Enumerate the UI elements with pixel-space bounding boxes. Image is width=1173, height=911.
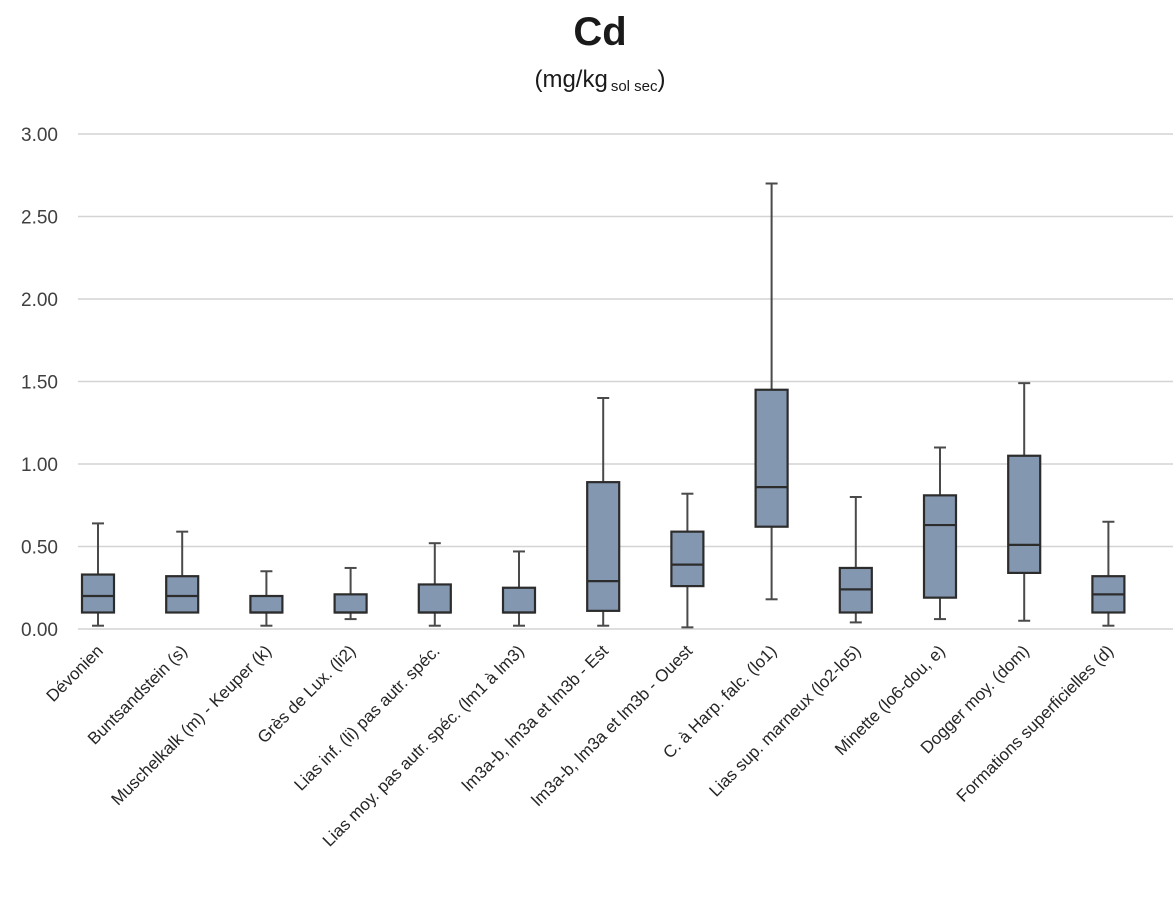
subtitle-close: ) (657, 66, 666, 93)
iqr-box (1007, 454, 1042, 575)
iqr-box (754, 388, 789, 528)
x-category-label: Dévonien (43, 641, 107, 705)
iqr-box (670, 530, 705, 588)
y-tick-label: 1.50 (21, 373, 58, 394)
box-group (165, 530, 200, 614)
y-tick-label: 2.00 (21, 290, 58, 311)
box-group (80, 522, 116, 627)
y-tick-label: 0.50 (21, 538, 58, 559)
iqr-box (922, 494, 958, 599)
y-axis-ticks: 0.00 0.50 1.00 1.50 2.00 2.50 3.00 (21, 125, 58, 641)
x-category-label: Formations superficielles (d) (953, 641, 1117, 805)
subtitle-subscript: sol sec (610, 78, 658, 95)
box-group (754, 182, 789, 601)
box-group (586, 397, 621, 627)
box-group (1091, 520, 1126, 627)
iqr-box (80, 573, 116, 614)
iqr-box (249, 594, 284, 614)
x-category-label: Muschelkalk (m) - Keuper (k) (107, 641, 275, 809)
boxes (80, 182, 1126, 629)
y-tick-label: 3.00 (21, 125, 58, 146)
y-tick-label: 1.00 (21, 455, 58, 476)
x-category-label: Lias inf. (li) pas autr. spéc. (291, 641, 444, 794)
chart-title: Cd (573, 10, 627, 54)
box-group (417, 542, 452, 627)
box-group (1007, 382, 1042, 622)
iqr-box (417, 583, 452, 614)
gridlines (78, 133, 1173, 630)
box-group (838, 496, 873, 624)
iqr-box (333, 593, 368, 614)
x-category-label: lm3a-b, lm3a et lm3b - Ouest (528, 641, 697, 810)
y-tick-label: 0.00 (21, 620, 58, 641)
y-tick-label: 2.50 (21, 208, 58, 229)
iqr-box (501, 586, 537, 614)
x-category-label: lm3a-b, lm3a et lm3b - Est (458, 641, 612, 795)
chart-subtitle: (mg/kg sol sec) (0, 66, 1173, 95)
iqr-box (165, 575, 200, 614)
box-group (249, 570, 284, 627)
box-group (922, 446, 958, 621)
box-group (333, 566, 368, 621)
box-group (501, 550, 537, 627)
x-category-label: Lias sup. marneux (lo2-lo5) (706, 641, 865, 800)
box-group (670, 492, 705, 629)
subtitle-unit: (mg/kg (534, 66, 608, 93)
iqr-box (586, 481, 621, 612)
